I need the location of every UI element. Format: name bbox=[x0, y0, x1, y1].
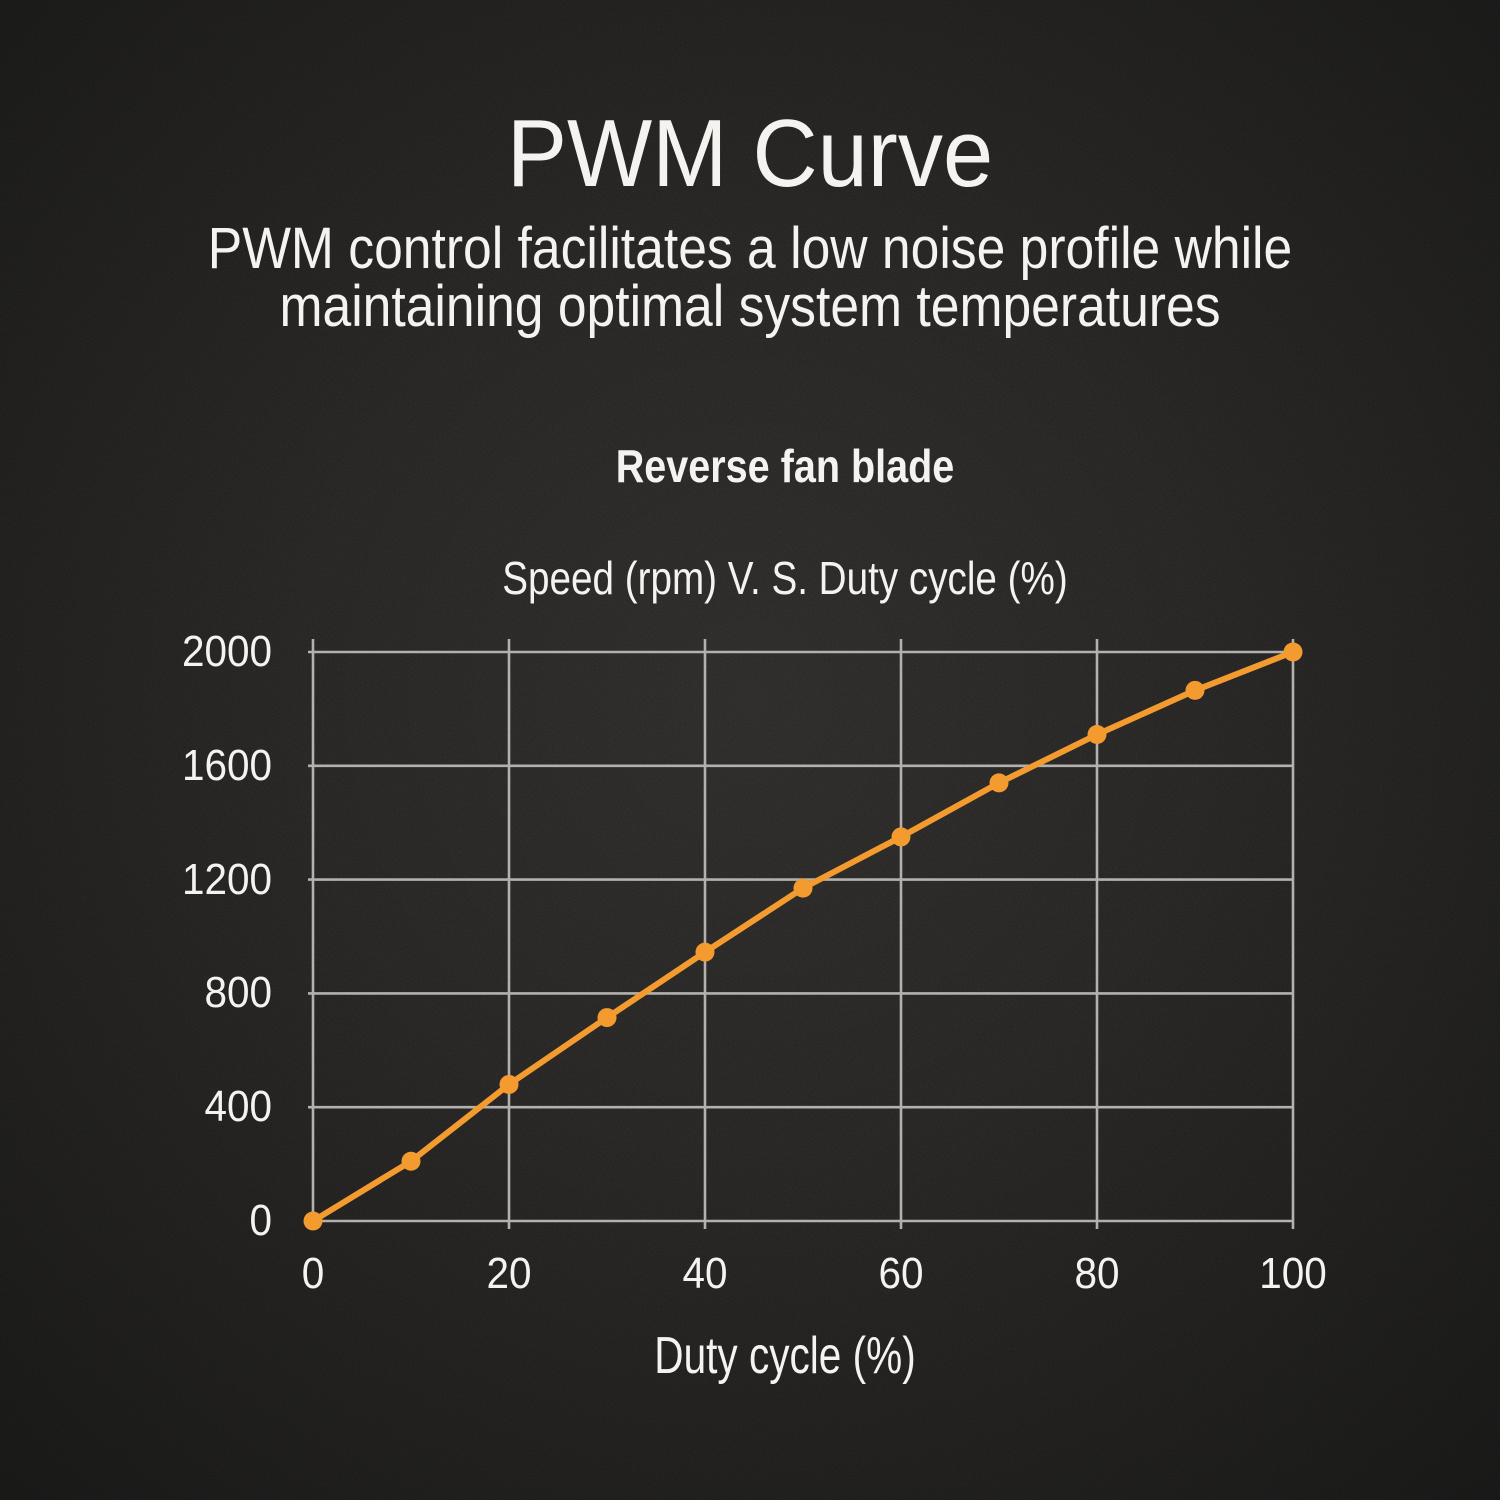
pwm-curve-line bbox=[310, 649, 1296, 1224]
chart-subtitle: Speed (rpm) V. S. Duty cycle (%) bbox=[502, 552, 1068, 604]
x-tick-label: 20 bbox=[486, 1249, 532, 1298]
page-subtitle: PWM control facilitates a low noise prof… bbox=[207, 216, 1293, 339]
x-tick-label: 0 bbox=[301, 1249, 325, 1298]
data-point-marker bbox=[695, 942, 715, 962]
x-tick-label: 80 bbox=[1074, 1249, 1120, 1298]
x-tick-label: 40 bbox=[682, 1249, 728, 1298]
y-tick-label: 1200 bbox=[181, 854, 272, 904]
data-point-marker bbox=[303, 1211, 323, 1231]
y-tick-label: 2000 bbox=[181, 627, 272, 676]
data-point-marker bbox=[793, 878, 813, 898]
data-point-marker bbox=[1087, 725, 1107, 745]
x-tick-label: 60 bbox=[878, 1249, 924, 1298]
data-point-marker bbox=[401, 1151, 421, 1171]
data-point-marker bbox=[499, 1074, 519, 1094]
chart-title: Reverse fan blade bbox=[615, 440, 955, 492]
data-point-marker bbox=[597, 1008, 617, 1028]
x-axis-label: Duty cycle (%) bbox=[654, 1327, 916, 1385]
page-title: PWM Curve bbox=[506, 100, 994, 207]
data-point-marker bbox=[1283, 642, 1303, 662]
data-point-marker bbox=[989, 773, 1009, 793]
y-tick-label: 1600 bbox=[181, 740, 272, 790]
x-tick-label: 100 bbox=[1259, 1249, 1327, 1298]
data-point-marker bbox=[891, 827, 911, 847]
data-point-marker bbox=[1185, 680, 1205, 700]
y-tick-label: 400 bbox=[204, 1082, 272, 1132]
y-tick-label: 0 bbox=[249, 1196, 272, 1245]
y-tick-label: 800 bbox=[204, 968, 272, 1018]
